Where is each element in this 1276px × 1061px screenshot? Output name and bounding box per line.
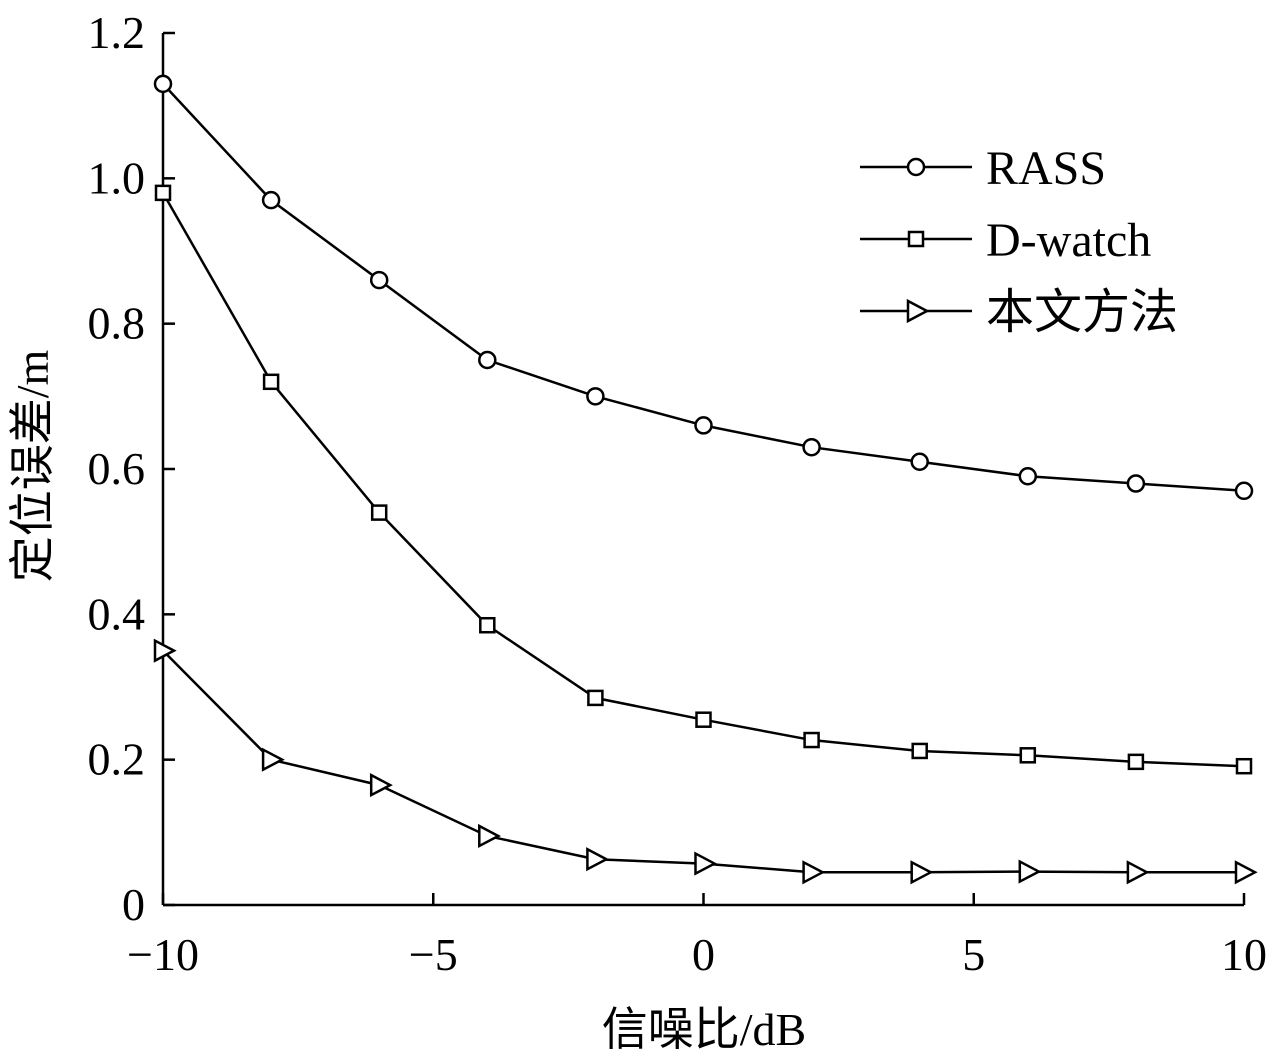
data-point — [261, 190, 281, 210]
data-point — [1126, 860, 1150, 885]
x-tick-label: 0 — [692, 929, 715, 980]
data-point — [907, 230, 925, 248]
data-point — [911, 742, 928, 760]
series-1 — [154, 184, 1253, 775]
data-point — [906, 157, 926, 177]
x-tick-label: 10 — [1221, 929, 1267, 980]
data-point — [1018, 859, 1042, 884]
legend-item: RASS — [860, 142, 1106, 195]
data-point — [262, 373, 280, 391]
data-point — [587, 689, 604, 707]
data-point — [586, 847, 610, 872]
data-point — [695, 711, 712, 728]
legend-item: 本文方法 — [860, 286, 1178, 339]
legend-label: RASS — [986, 142, 1106, 195]
legend: RASS D-watch 本文方法 — [860, 142, 1178, 339]
x-tick-label: −5 — [409, 929, 458, 980]
data-point — [802, 437, 821, 457]
series-line — [162, 649, 1244, 874]
legend-label: D-watch — [986, 214, 1151, 267]
x-tick-label: −10 — [127, 929, 199, 980]
y-tick-label: 0.8 — [88, 298, 146, 349]
data-point — [586, 387, 605, 406]
data-point — [1126, 474, 1146, 493]
data-point — [478, 350, 497, 370]
x-axis-title: 信噪比/dB — [602, 1004, 806, 1055]
data-point — [906, 298, 930, 324]
data-point — [153, 74, 173, 94]
data-point — [1235, 757, 1253, 775]
axes: 0 0.2 0.4 0.6 0.8 1.0 1.2 −10 −5 0 5 10 — [88, 7, 1268, 980]
series-layer — [153, 74, 1258, 885]
data-point — [694, 416, 713, 435]
data-point — [1018, 467, 1038, 486]
data-point — [1127, 753, 1145, 771]
data-point — [910, 860, 934, 885]
legend-label: 本文方法 — [986, 286, 1178, 339]
data-point — [153, 638, 177, 663]
data-point — [479, 616, 496, 634]
data-point — [694, 851, 718, 876]
y-axis-title: 定位误差/m — [7, 350, 58, 583]
data-point — [803, 731, 820, 749]
y-tick-label: 0.2 — [88, 734, 146, 785]
data-point — [1019, 747, 1037, 764]
data-point — [1234, 860, 1258, 885]
data-point — [369, 270, 389, 290]
data-point — [369, 773, 393, 798]
y-tick-label: 0.4 — [88, 588, 146, 639]
data-point — [261, 747, 285, 772]
data-point — [154, 184, 172, 202]
data-point — [370, 504, 388, 521]
y-tick-label: 1.2 — [88, 7, 146, 58]
data-point — [802, 860, 826, 885]
y-tick-label: 0 — [122, 879, 145, 930]
y-tick-label: 0.6 — [88, 443, 146, 494]
data-point — [478, 823, 501, 849]
series-2 — [153, 638, 1258, 885]
series-0 — [153, 74, 1254, 501]
data-point — [910, 452, 929, 471]
y-tick-label: 1.0 — [88, 152, 146, 203]
x-tick-label: 5 — [962, 929, 985, 980]
data-point — [1234, 481, 1254, 501]
legend-item: D-watch — [860, 214, 1151, 267]
